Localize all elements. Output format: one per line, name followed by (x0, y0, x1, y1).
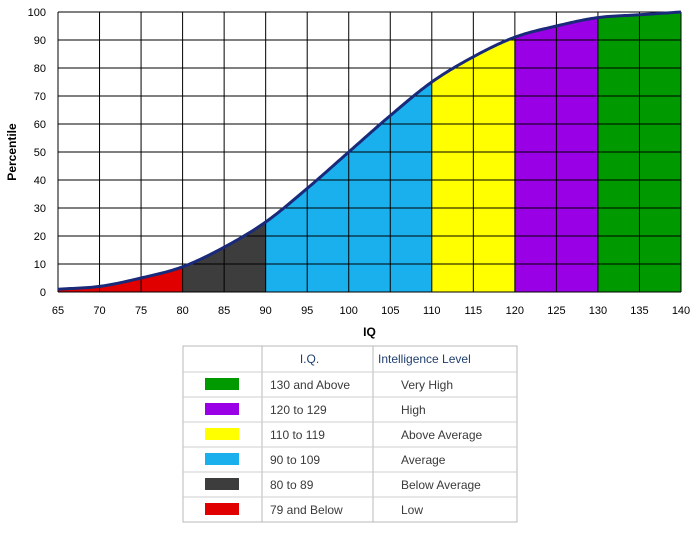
legend-table: I.Q. Intelligence Level 130 and Above Very … (182, 345, 518, 523)
y-tick-label-4: 30 (34, 203, 46, 215)
legend-iq-range-1: 130 and Above (270, 378, 350, 392)
x-tick-label-15: 135 (630, 305, 648, 317)
x-tick-label-3: 75 (135, 305, 147, 317)
x-tick-label-11: 115 (465, 305, 483, 317)
legend-level-1: Very High (401, 378, 453, 392)
legend-level-6: Low (401, 503, 423, 517)
legend-header-iq: I.Q. (300, 352, 319, 366)
x-tick-label-4: 80 (176, 305, 188, 317)
y-axis-title: Percentile (5, 123, 19, 181)
y-tick-label-1: 0 (40, 287, 46, 299)
legend-swatch-3 (205, 428, 239, 440)
y-tick-label-10: 90 (34, 35, 46, 47)
x-tick-label-1: 65 (52, 305, 64, 317)
x-tick-label-10: 110 (423, 305, 441, 317)
legend-iq-range-2: 120 to 129 (270, 403, 327, 417)
y-tick-label-3: 20 (34, 231, 46, 243)
grid-layer (57, 11, 682, 293)
curve-layer (57, 10, 682, 291)
x-tick-label-14: 130 (589, 305, 607, 317)
legend-level-4: Average (401, 453, 446, 467)
y-tick-label-7: 60 (34, 119, 46, 131)
legend-swatch-4 (205, 453, 239, 465)
x-tick-label-8: 100 (340, 305, 358, 317)
x-tick-label-7: 95 (301, 305, 313, 317)
y-tick-label-9: 80 (34, 63, 46, 75)
legend-iq-range-3: 110 to 119 (270, 428, 325, 442)
y-tick-label-8: 70 (34, 91, 46, 103)
percentile-curve (57, 10, 682, 291)
x-tick-label-12: 120 (506, 305, 524, 317)
y-tick-label-5: 40 (34, 175, 46, 187)
y-tick-label-2: 10 (34, 259, 46, 271)
legend-swatch-1 (205, 378, 239, 390)
x-tick-label-6: 90 (260, 305, 272, 317)
legend-header-level: Intelligence Level (378, 352, 471, 366)
legend-iq-range-6: 79 and Below (270, 503, 343, 517)
x-tick-label-5: 85 (218, 305, 230, 317)
legend-swatch-2 (205, 403, 239, 415)
tick-layer: 65 70 75 80 85 90 95 100 105 110 115 120 125 130 135 14… (28, 7, 691, 317)
x-tick-label-13: 125 (547, 305, 565, 317)
legend-swatch-5 (205, 478, 239, 490)
legend-iq-range-4: 90 to 109 (270, 453, 320, 467)
legend-level-2: High (401, 403, 426, 417)
y-tick-label-11: 100 (28, 7, 46, 19)
legend-swatch-6 (205, 503, 239, 515)
x-tick-label-9: 105 (381, 305, 399, 317)
x-tick-label-16: 140 (672, 305, 690, 317)
legend-level-3: Above Average (401, 428, 483, 442)
x-tick-label-2: 70 (93, 305, 105, 317)
band-1 (58, 266, 183, 292)
legend-iq-range-5: 80 to 89 (270, 478, 314, 492)
y-tick-label-6: 50 (34, 147, 46, 159)
x-axis-title: IQ (363, 325, 376, 339)
legend-border (182, 345, 518, 523)
legend-level-5: Below Average (401, 478, 481, 492)
